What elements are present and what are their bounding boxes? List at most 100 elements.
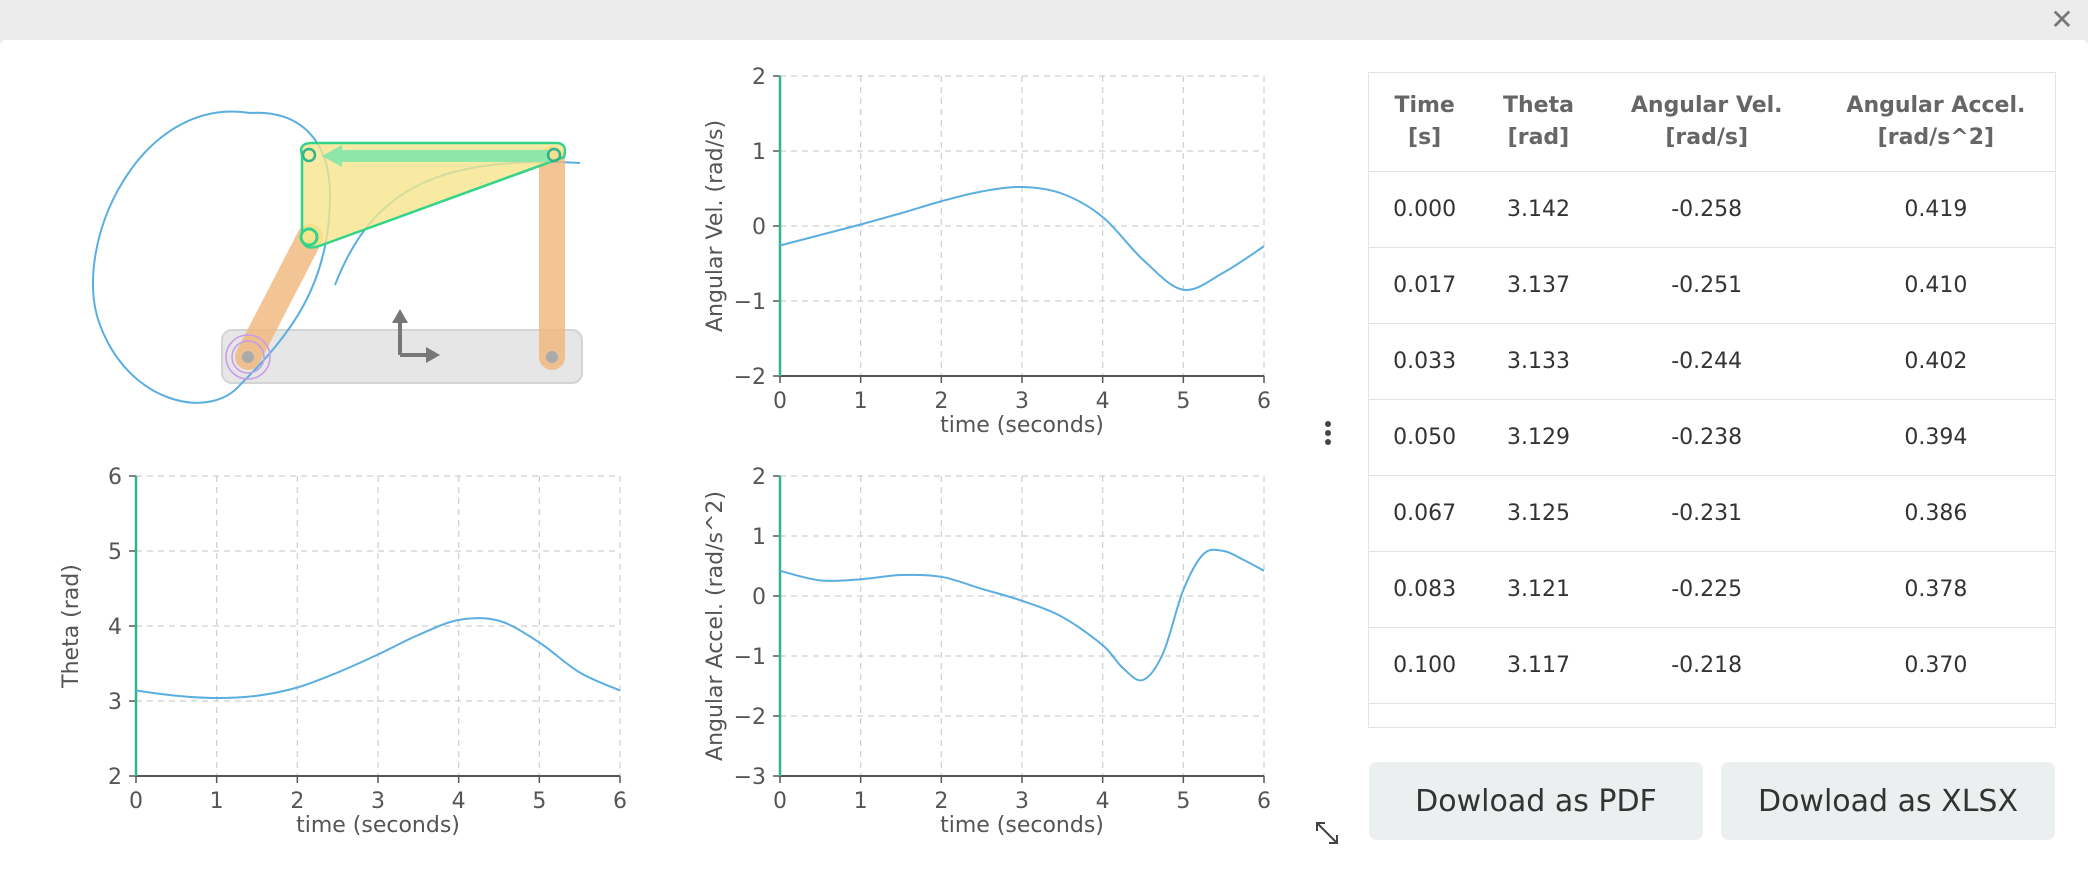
y-tick-label: −2 (734, 365, 766, 390)
download-pdf-button[interactable]: Dowload as PDF (1369, 762, 1703, 840)
y-tick-label: 0 (752, 215, 766, 240)
x-tick-label: 5 (1176, 389, 1190, 414)
y-tick-label: 0 (752, 585, 766, 610)
x-tick-label: 4 (452, 789, 466, 814)
close-icon[interactable]: ✕ (2050, 3, 2074, 36)
x-tick-label: 6 (1257, 389, 1271, 414)
table-cell: 0.100 (1369, 627, 1481, 704)
x-tick-label: 0 (129, 789, 143, 814)
table-cell: 0.419 (1816, 171, 2055, 248)
x-tick-label: 0 (773, 389, 787, 414)
table-cell: 0.363 (1816, 703, 2055, 727)
y-tick-label: 2 (752, 65, 766, 90)
x-tick-label: 3 (1015, 389, 1029, 414)
results-table: Time [s] Theta [rad] Angular Vel. [rad/s] A… (1369, 73, 2055, 727)
resize-icon[interactable] (1312, 818, 1342, 848)
x-tick-label: 2 (290, 789, 304, 814)
y-tick-label: 4 (108, 615, 122, 640)
table-cell: 0.117 (1369, 703, 1481, 727)
y-tick-label: −1 (734, 290, 766, 315)
x-tick-label: 3 (371, 789, 385, 814)
table-row: 0.050 3.129 -0.238 0.394 (1369, 399, 2055, 476)
table-cell: 3.129 (1480, 399, 1597, 476)
input-motor-icon (225, 334, 271, 380)
header-theta: Theta [rad] (1480, 73, 1597, 172)
y-tick-label: 5 (108, 540, 122, 565)
table-cell: 0.033 (1369, 323, 1481, 400)
table-row: 0.017 3.137 -0.251 0.410 (1369, 247, 2055, 324)
table-cell: 0.067 (1369, 475, 1481, 552)
x-axis-label: time (seconds) (940, 813, 1104, 838)
x-tick-label: 5 (1176, 789, 1190, 814)
x-tick-label: 2 (934, 389, 948, 414)
angular-acceleration-chart: 0 1 2 3 4 5 6 2 1 0 −1 −2 −3 time (seconds) Angular Ac… (703, 465, 1271, 838)
velocity-arrowhead (322, 145, 342, 167)
series-line (135, 617, 621, 700)
joint-ground-crank (242, 351, 254, 363)
y-tick-label: 6 (108, 465, 122, 490)
x-axis-label: time (seconds) (940, 413, 1104, 438)
download-xlsx-button[interactable]: Dowload as XLSX (1721, 762, 2055, 840)
table-cell: 0.410 (1816, 247, 2055, 324)
series-line (779, 185, 1265, 291)
joint-crank-coupler (299, 227, 319, 247)
table-cell: -0.212 (1596, 703, 1817, 727)
more-options-icon[interactable] (1318, 418, 1338, 448)
header-angular-vel: Angular Vel. [rad/s] (1596, 73, 1817, 172)
results-table-container[interactable]: Time [s] Theta [rad] Angular Vel. [rad/s] A… (1368, 72, 2056, 728)
x-axis-label: time (seconds) (296, 813, 460, 838)
table-cell: 0.083 (1369, 551, 1481, 628)
table-row: 0.100 3.117 -0.218 0.370 (1369, 627, 2055, 704)
x-tick-label: 1 (854, 389, 868, 414)
table-cell: 0.017 (1369, 247, 1481, 324)
x-tick-label: 1 (854, 789, 868, 814)
table-cell: 0.370 (1816, 627, 2055, 704)
table-cell: 0.000 (1369, 171, 1481, 248)
joint-ground-rocker (546, 351, 558, 363)
table-cell: 3.114 (1480, 703, 1597, 727)
table-cell: -0.258 (1596, 171, 1817, 248)
x-tick-label: 3 (1015, 789, 1029, 814)
table-cell: 3.117 (1480, 627, 1597, 704)
y-tick-label: 2 (108, 765, 122, 790)
table-cell: -0.218 (1596, 627, 1817, 704)
window-titlebar: ✕ (0, 0, 2088, 40)
y-tick-label: 1 (752, 525, 766, 550)
table-header-row: Time [s] Theta [rad] Angular Vel. [rad/s] A… (1369, 73, 2055, 172)
table-cell: -0.251 (1596, 247, 1817, 324)
y-axis-label: Theta (rad) (59, 564, 84, 689)
x-tick-label: 0 (773, 789, 787, 814)
table-cell: 3.133 (1480, 323, 1597, 400)
table-cell: 3.137 (1480, 247, 1597, 324)
table-cell: -0.238 (1596, 399, 1817, 476)
x-tick-label: 5 (532, 789, 546, 814)
header-time: Time [s] (1369, 73, 1481, 172)
angular-velocity-chart: 0 1 2 3 4 5 6 2 1 0 −1 −2 time (seconds) Angular Vel.… (703, 65, 1271, 438)
y-tick-label: 3 (108, 690, 122, 715)
y-tick-label: −1 (734, 645, 766, 670)
joint-coupler-left (301, 147, 317, 163)
joint-coupler-right (546, 147, 562, 163)
table-cell: 0.050 (1369, 399, 1481, 476)
table-cell: 0.402 (1816, 323, 2055, 400)
table-row: 0.067 3.125 -0.231 0.386 (1369, 475, 2055, 552)
table-row: 0.000 3.142 -0.258 0.419 (1369, 171, 2055, 248)
table-cell: -0.244 (1596, 323, 1817, 400)
table-cell: 3.142 (1480, 171, 1597, 248)
table-cell: 0.378 (1816, 551, 2055, 628)
y-tick-label: −3 (734, 765, 766, 790)
table-cell: 0.394 (1816, 399, 2055, 476)
table-cell: -0.231 (1596, 475, 1817, 552)
y-axis-label: Angular Accel. (rad/s^2) (703, 491, 728, 761)
table-row: 0.1173.114-0.2120.363 (1369, 703, 2055, 727)
x-tick-label: 4 (1096, 789, 1110, 814)
y-tick-label: 1 (752, 140, 766, 165)
coordinate-axes-icon (392, 309, 440, 363)
mechanism-diagram (92, 110, 583, 404)
x-tick-label: 4 (1096, 389, 1110, 414)
table-row: 0.083 3.121 -0.225 0.378 (1369, 551, 2055, 628)
table-cell: 0.386 (1816, 475, 2055, 552)
x-tick-label: 6 (613, 789, 627, 814)
x-tick-label: 2 (934, 789, 948, 814)
